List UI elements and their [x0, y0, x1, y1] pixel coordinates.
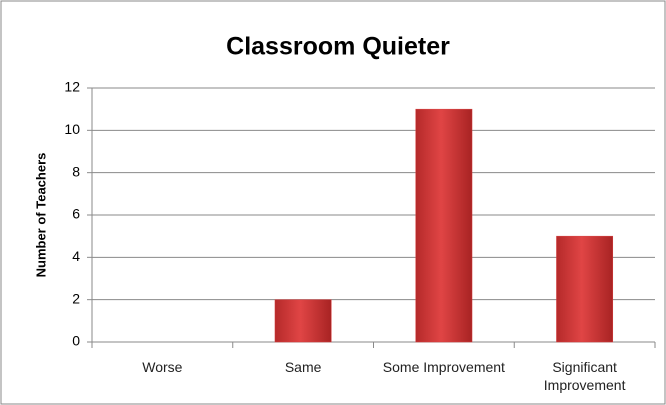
y-tick-label: 10 — [64, 121, 80, 137]
bar — [274, 299, 332, 343]
y-tick-label: 6 — [72, 206, 80, 222]
bar — [556, 235, 614, 343]
y-axis-label: Number of Teachers — [33, 153, 48, 278]
x-tick-label: Some Improvement — [382, 359, 505, 375]
chart-title: Classroom Quieter — [226, 33, 450, 61]
y-tick-label: 0 — [72, 333, 80, 349]
y-tick-label: 4 — [72, 248, 80, 264]
y-tick-label: 2 — [72, 290, 80, 306]
x-tick-label: Significant Improvement — [543, 359, 626, 393]
x-tick-label: Same — [284, 359, 322, 375]
y-tick-label: 8 — [72, 163, 80, 179]
bar — [415, 108, 473, 343]
x-tick-label: Worse — [142, 359, 183, 375]
y-tick-label: 12 — [64, 79, 80, 95]
